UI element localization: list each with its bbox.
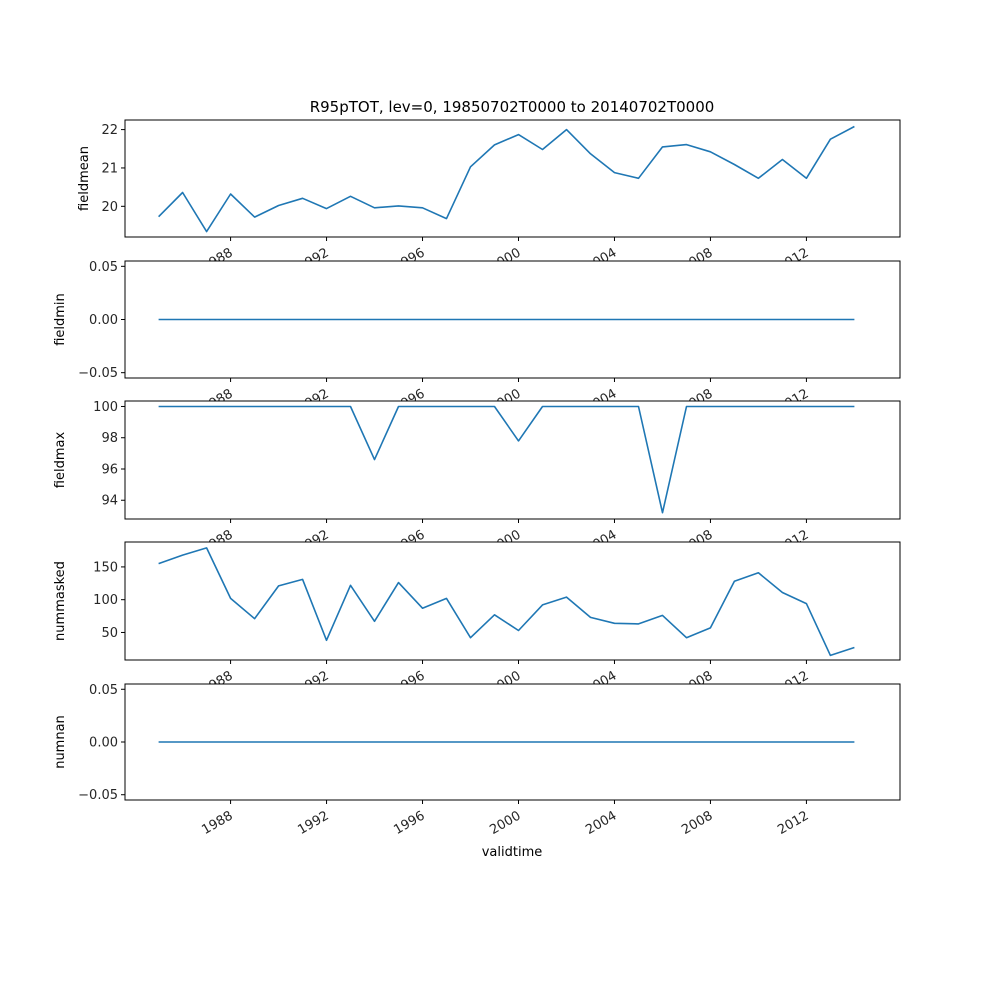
y-tick-label: 100 — [93, 593, 118, 608]
series-line-fieldmean — [158, 125, 855, 233]
y-tick-label: 100 — [93, 400, 118, 415]
y-tick-label: 0.00 — [89, 313, 118, 328]
series-line-fieldmax — [158, 405, 855, 514]
y-tick-label: 0.00 — [89, 736, 118, 751]
series-line-nummasked — [158, 547, 855, 657]
x-tick-label: 1996 — [391, 808, 427, 838]
y-tick-label: 20 — [101, 200, 118, 215]
y-tick-label: 94 — [101, 494, 118, 509]
panel-fieldmin: 0.050.00−0.05fieldmin1988199219962000200… — [53, 260, 901, 416]
plot-frame — [124, 400, 901, 520]
y-axis-label: fieldmax — [53, 432, 68, 489]
panels: 20 21 22 fieldmean 1988 1992 1996 2000 2004 2008 2… — [53, 119, 901, 838]
y-tick-label: 22 — [101, 123, 118, 138]
y-tick-label: 96 — [101, 462, 118, 477]
x-axis-label: validtime — [482, 845, 543, 860]
plot-background — [125, 401, 900, 519]
plot-frame — [124, 119, 901, 238]
y-axis-label: fieldmean — [77, 146, 92, 211]
y-tick-label: 21 — [101, 161, 118, 176]
x-tick-label: 2004 — [583, 808, 619, 838]
panel-numnan: 0.05 0.00 −0.05 numnan 1988 1992 1996 2000 2004 2… — [53, 683, 901, 838]
y-tick-label: 150 — [93, 560, 118, 575]
y-tick-label: 0.05 — [89, 683, 118, 698]
y-axis-label: nummasked — [53, 561, 68, 641]
x-tick-label: 2008 — [679, 808, 715, 838]
chart-title: R95pTOT, lev=0, 19850702T0000 to 2014070… — [310, 98, 715, 116]
x-tick-label: 1992 — [295, 808, 331, 838]
y-tick-label: 98 — [101, 431, 118, 446]
y-axis-label: numnan — [53, 715, 68, 769]
x-tick-label: 1988 — [199, 808, 235, 838]
y-tick-label: 0.05 — [89, 260, 118, 275]
plot-background — [125, 542, 900, 660]
y-tick-label: 50 — [101, 626, 118, 641]
x-tick-label: 2000 — [487, 808, 523, 838]
x-tick-label: 2012 — [775, 808, 811, 838]
plot-frame — [124, 541, 901, 661]
panel-fieldmax: 100989694fieldmax19881992199620002004200… — [53, 400, 901, 557]
y-tick-label: −0.05 — [78, 788, 118, 803]
y-axis-label: fieldmin — [53, 293, 68, 346]
y-tick-label: −0.05 — [78, 366, 118, 381]
